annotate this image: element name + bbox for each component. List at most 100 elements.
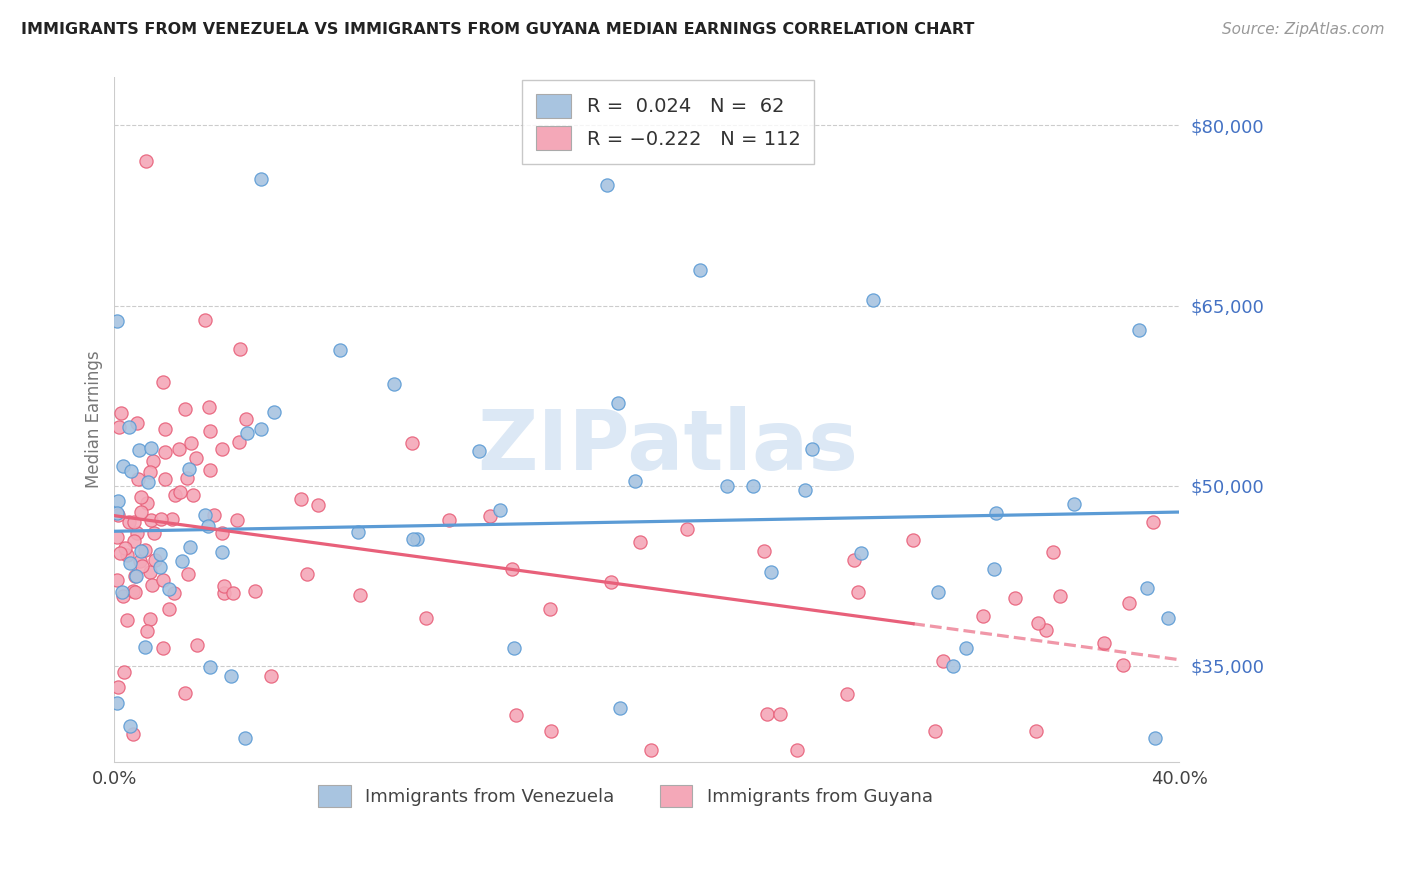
Point — [1144, 731, 1167, 745]
Point — [115, 548, 138, 562]
Point — [983, 562, 1005, 576]
Point — [1136, 581, 1159, 595]
Point — [152, 375, 174, 389]
Point — [105, 530, 128, 544]
Point — [755, 706, 778, 721]
Point — [141, 578, 163, 592]
Point — [689, 262, 711, 277]
Point — [152, 573, 174, 587]
Point — [111, 584, 134, 599]
Point — [139, 612, 162, 626]
Point — [129, 505, 152, 519]
Point — [149, 547, 172, 561]
Text: IMMIGRANTS FROM VENEZUELA VS IMMIGRANTS FROM GUYANA MEDIAN EARNINGS CORRELATION : IMMIGRANTS FROM VENEZUELA VS IMMIGRANTS … — [21, 22, 974, 37]
Point — [955, 640, 977, 655]
Point — [606, 395, 628, 409]
Point — [135, 154, 157, 169]
Point — [134, 640, 156, 654]
Point — [143, 525, 166, 540]
Point — [177, 462, 200, 476]
Point — [129, 490, 152, 504]
Point — [155, 445, 177, 459]
Point — [176, 471, 198, 485]
Point — [1112, 657, 1135, 672]
Point — [136, 475, 159, 490]
Text: Source: ZipAtlas.com: Source: ZipAtlas.com — [1222, 22, 1385, 37]
Point — [122, 583, 145, 598]
Point — [406, 532, 429, 546]
Point — [942, 658, 965, 673]
Point — [225, 513, 247, 527]
Point — [600, 575, 623, 590]
Point — [401, 533, 423, 547]
Point — [149, 560, 172, 574]
Point — [162, 512, 184, 526]
Point — [675, 522, 697, 536]
Point — [212, 586, 235, 600]
Point — [184, 451, 207, 466]
Point — [1128, 322, 1150, 336]
Point — [105, 313, 128, 327]
Point — [120, 719, 142, 733]
Point — [260, 668, 283, 682]
Point — [609, 700, 631, 714]
Point — [129, 543, 152, 558]
Point — [1049, 589, 1071, 603]
Point — [141, 441, 163, 455]
Point — [263, 404, 285, 418]
Point — [125, 525, 148, 540]
Point — [135, 496, 157, 510]
Point — [152, 641, 174, 656]
Point — [479, 509, 502, 524]
Point — [194, 313, 217, 327]
Point — [211, 442, 233, 456]
Point — [538, 602, 561, 616]
Point — [849, 546, 872, 560]
Point — [111, 589, 134, 603]
Point — [112, 459, 135, 474]
Point — [186, 638, 208, 652]
Point — [846, 585, 869, 599]
Point — [742, 478, 765, 492]
Point — [149, 512, 172, 526]
Point — [180, 436, 202, 450]
Point — [329, 343, 352, 357]
Point — [349, 588, 371, 602]
Point — [924, 723, 946, 738]
Point — [124, 569, 146, 583]
Point — [1035, 623, 1057, 637]
Point — [172, 554, 194, 568]
Point — [198, 659, 221, 673]
Point — [136, 624, 159, 639]
Point — [202, 508, 225, 523]
Point — [307, 498, 329, 512]
Point — [837, 688, 859, 702]
Point — [138, 466, 160, 480]
Point — [179, 541, 201, 555]
Point — [800, 442, 823, 456]
Point — [233, 731, 256, 746]
Point — [501, 562, 523, 576]
Point — [200, 463, 222, 477]
Point — [124, 585, 146, 599]
Point — [793, 483, 815, 497]
Point — [1092, 636, 1115, 650]
Point — [236, 425, 259, 440]
Point — [347, 524, 370, 539]
Point — [120, 463, 142, 477]
Point — [108, 546, 131, 560]
Point — [842, 553, 865, 567]
Point — [437, 513, 460, 527]
Point — [139, 565, 162, 579]
Point — [752, 544, 775, 558]
Point — [128, 554, 150, 568]
Point — [628, 535, 651, 549]
Point — [107, 419, 129, 434]
Point — [174, 401, 197, 416]
Point — [198, 424, 221, 438]
Point — [1042, 545, 1064, 559]
Point — [128, 443, 150, 458]
Point — [1118, 596, 1140, 610]
Point — [716, 478, 738, 492]
Point — [194, 508, 217, 522]
